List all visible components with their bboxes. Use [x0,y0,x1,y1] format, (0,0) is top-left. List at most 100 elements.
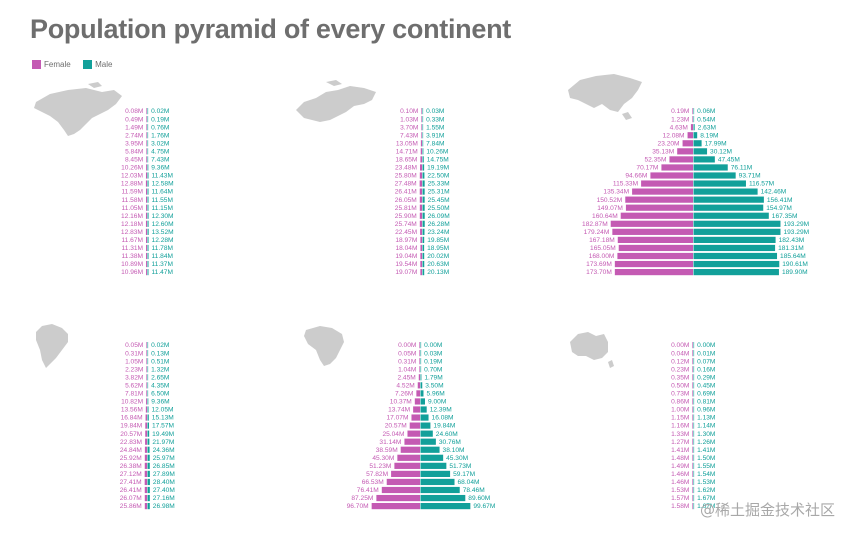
bar-female[interactable] [144,462,147,469]
bar-female[interactable] [692,494,693,502]
bar-female[interactable] [618,244,693,252]
bar-female[interactable] [145,180,147,187]
bar-female[interactable] [381,486,420,494]
bar-male[interactable] [422,108,424,115]
bar-male[interactable] [420,470,451,477]
bar-male[interactable] [422,204,425,211]
bar-male[interactable] [147,398,149,405]
bar-female[interactable] [146,366,147,373]
bar-female[interactable] [419,212,422,219]
bar-female[interactable] [692,503,693,510]
bar-female[interactable] [692,382,693,389]
bar-female[interactable] [419,180,422,187]
bar-male[interactable] [147,172,149,179]
bar-male[interactable] [693,269,779,276]
bar-male[interactable] [693,156,715,163]
bar-male[interactable] [693,454,695,461]
bar-female[interactable] [397,454,420,461]
bar-male[interactable] [420,486,460,494]
bar-male[interactable] [422,180,425,187]
bar-male[interactable] [420,454,444,461]
bar-female[interactable] [407,430,420,437]
bar-male[interactable] [147,132,149,139]
bar-male[interactable] [693,252,778,260]
bar-male[interactable] [420,446,440,453]
bar-male[interactable] [420,494,466,502]
bar-female[interactable] [145,228,147,235]
bar-female[interactable] [625,204,693,211]
bar-male[interactable] [422,269,425,276]
bar-male[interactable] [147,260,149,268]
bar-male[interactable] [147,156,149,163]
bar-female[interactable] [692,470,693,477]
bar-female[interactable] [144,454,147,461]
bar-female[interactable] [144,494,147,502]
bar-male[interactable] [693,172,736,179]
bar-female[interactable] [420,244,422,252]
bar-female[interactable] [610,220,693,227]
bar-female[interactable] [420,269,422,276]
bar-female[interactable] [146,156,147,163]
bar-female[interactable] [420,148,422,155]
bar-male[interactable] [693,124,695,131]
bar-male[interactable] [420,478,455,486]
bar-male[interactable] [693,494,695,502]
bar-female[interactable] [413,406,420,413]
bar-female[interactable] [416,390,420,397]
bar-female[interactable] [692,422,693,429]
bar-female[interactable] [144,486,147,494]
bar-male[interactable] [422,132,424,139]
bar-male[interactable] [693,204,764,211]
bar-male[interactable] [422,140,424,147]
bar-female[interactable] [692,342,693,349]
bar-male[interactable] [147,358,149,365]
bar-female[interactable] [420,156,422,163]
bar-female[interactable] [692,438,693,445]
bar-female[interactable] [692,398,693,405]
bar-male[interactable] [147,220,149,227]
bar-female[interactable] [421,116,422,123]
bar-male[interactable] [693,414,695,421]
bar-male[interactable] [147,196,149,203]
bar-female[interactable] [145,220,147,227]
bar-female[interactable] [669,156,693,163]
bar-female[interactable] [641,180,693,187]
bar-female[interactable] [692,116,693,123]
bar-female[interactable] [419,188,422,195]
bar-male[interactable] [147,212,149,219]
bar-male[interactable] [147,236,149,243]
bar-female[interactable] [146,398,147,405]
bar-female[interactable] [614,260,693,268]
bar-male[interactable] [693,148,708,155]
bar-female[interactable] [146,252,147,260]
bar-male[interactable] [147,228,149,235]
legend-item-female[interactable]: Female [32,60,71,70]
bar-male[interactable] [147,116,149,123]
bar-male[interactable] [147,108,149,115]
bar-male[interactable] [693,503,695,510]
bar-male[interactable] [693,374,695,381]
bar-female[interactable] [420,228,422,235]
bar-male[interactable] [422,124,424,131]
bar-female[interactable] [617,236,693,243]
bar-male[interactable] [422,244,425,252]
bar-male[interactable] [420,462,447,469]
bar-female[interactable] [692,462,693,469]
bar-male[interactable] [147,164,149,171]
bar-female[interactable] [146,390,147,397]
bar-male[interactable] [147,140,149,147]
bar-male[interactable] [693,406,695,413]
bar-female[interactable] [146,342,147,349]
bar-male[interactable] [147,244,149,252]
bar-female[interactable] [146,374,147,381]
bar-male[interactable] [147,188,149,195]
bar-female[interactable] [687,132,693,139]
bar-male[interactable] [422,116,424,123]
bar-male[interactable] [693,358,695,365]
bar-male[interactable] [147,494,150,502]
bar-female[interactable] [420,260,422,268]
bar-female[interactable] [391,470,420,477]
bar-male[interactable] [422,156,424,163]
bar-male[interactable] [147,430,150,437]
bar-female[interactable] [145,438,147,445]
